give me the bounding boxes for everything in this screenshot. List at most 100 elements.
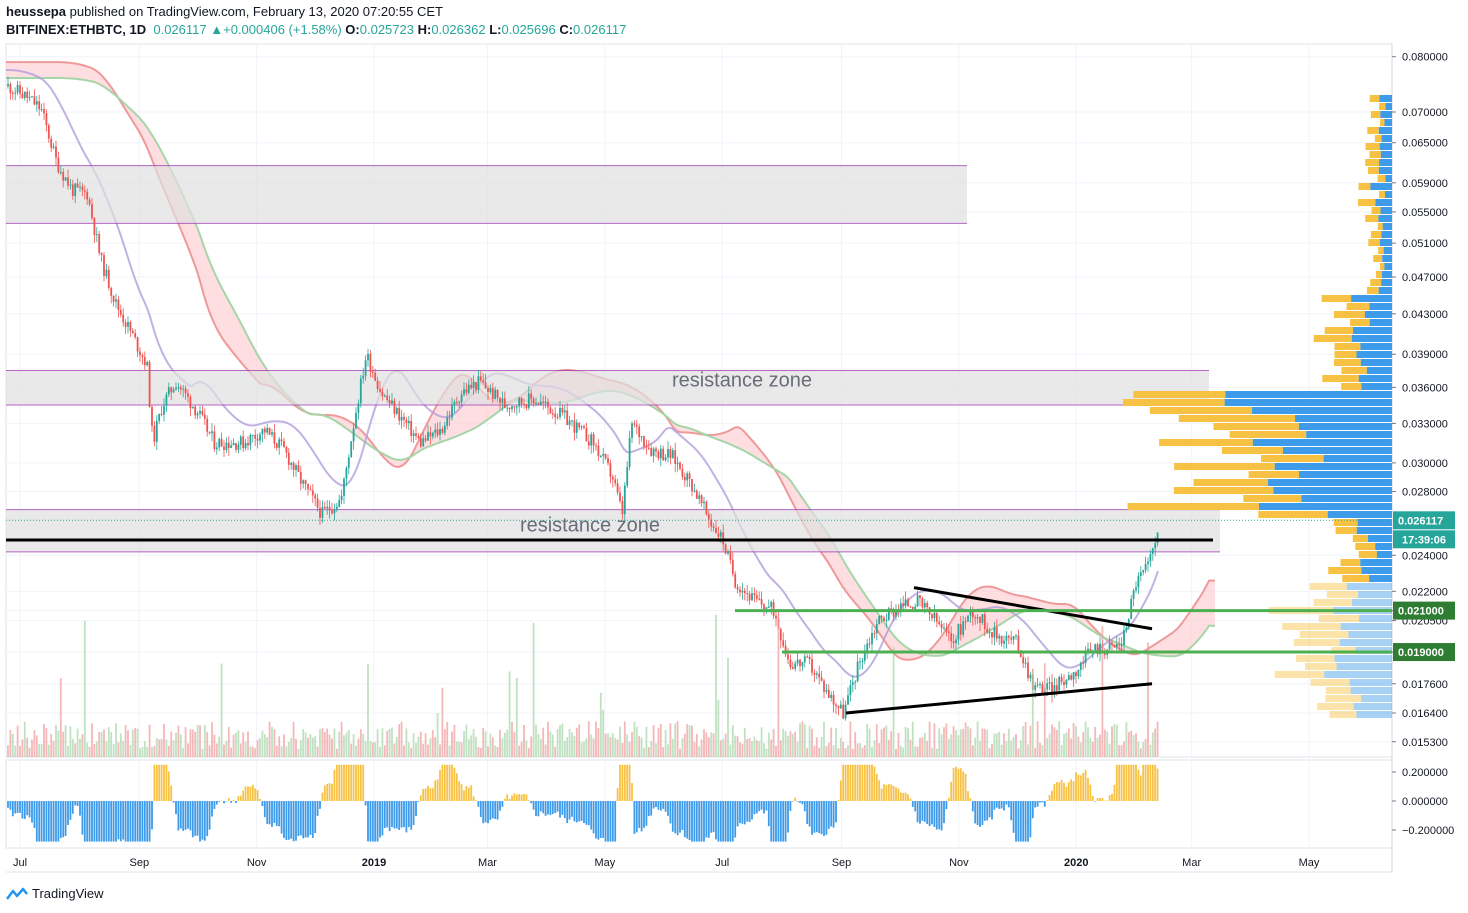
oscillator-bar xyxy=(950,781,953,801)
volume-bar xyxy=(1075,726,1077,757)
volume-profile-buy-bar xyxy=(1367,127,1379,134)
oscillator-bar xyxy=(453,767,456,801)
candle-body xyxy=(151,406,153,426)
volume-profile-sell-bar xyxy=(1356,527,1392,534)
oscillator-bar xyxy=(904,792,907,801)
volume-bar xyxy=(1077,736,1080,757)
candle-body xyxy=(1108,643,1111,650)
oscillator-bar xyxy=(71,801,74,814)
volume-profile-sell-bar xyxy=(1358,375,1392,382)
candle-body xyxy=(818,673,821,678)
volume-profile-buy-bar xyxy=(1321,295,1352,302)
time-tick-label: Jul xyxy=(715,857,729,869)
candle-body xyxy=(249,435,252,446)
volume-bar xyxy=(225,740,228,757)
candle-body xyxy=(532,398,535,404)
last-price-badge xyxy=(1393,511,1455,530)
volume-bar xyxy=(863,745,866,757)
oscillator-bar xyxy=(883,784,885,801)
volume-bar xyxy=(367,664,369,757)
volume-profile-buy-bar xyxy=(1377,175,1386,182)
oscillator-bar xyxy=(1084,769,1087,801)
oscillator-bar xyxy=(321,792,324,801)
oscillator-bar xyxy=(203,801,206,841)
candle-body xyxy=(717,533,720,537)
oscillator-bar xyxy=(763,801,765,814)
candle-body xyxy=(297,465,300,472)
candle-body xyxy=(621,500,624,515)
volume-bar xyxy=(1142,742,1145,757)
candle-body xyxy=(746,593,749,595)
candle-body xyxy=(604,453,607,459)
oscillator-bar xyxy=(280,801,283,834)
candle-body xyxy=(237,444,240,450)
volume-bar xyxy=(705,732,708,757)
candle-body xyxy=(79,186,81,188)
candle-body xyxy=(187,393,189,397)
candle-body xyxy=(710,519,713,527)
oscillator-bar xyxy=(9,801,12,810)
volume-bar xyxy=(592,738,595,757)
volume-bar xyxy=(767,732,770,757)
volume-bar xyxy=(537,734,540,757)
oscillator-bar xyxy=(446,764,449,801)
candle-body xyxy=(91,203,93,218)
volume-bar xyxy=(515,677,518,757)
candle-body xyxy=(638,426,641,438)
oscillator-bar xyxy=(513,793,516,801)
volume-profile-buy-bar xyxy=(1318,615,1360,622)
candle-body xyxy=(971,610,974,618)
time-tick-label: May xyxy=(594,857,615,869)
volume-profile-buy-bar xyxy=(1365,159,1380,166)
oscillator-bar xyxy=(688,801,691,841)
candle-body xyxy=(607,458,609,464)
candle-body xyxy=(1017,635,1020,651)
candle-body xyxy=(206,418,209,432)
volume-bar xyxy=(323,731,326,757)
volume-bar xyxy=(991,744,993,757)
volume-bar xyxy=(1029,725,1032,757)
candle-body xyxy=(407,420,410,424)
volume-bar xyxy=(638,736,641,757)
oscillator-bar xyxy=(431,788,434,801)
candle-body xyxy=(979,617,981,623)
volume-bar xyxy=(475,736,477,757)
volume-bar xyxy=(453,724,456,757)
volume-bar xyxy=(707,737,710,757)
candle-body xyxy=(873,632,876,634)
oscillator-bar xyxy=(575,801,578,823)
volume-profile-buy-bar xyxy=(1373,255,1383,262)
oscillator-bar xyxy=(295,801,297,841)
candle-body xyxy=(755,595,758,599)
volume-profile-sell-bar xyxy=(1361,695,1392,702)
volume-profile-buy-bar xyxy=(1159,439,1253,446)
oscillator-bar xyxy=(297,801,300,837)
volume-bar xyxy=(403,745,405,757)
candle-body xyxy=(1147,561,1149,564)
volume-bar xyxy=(153,745,156,757)
volume-profile-sell-bar xyxy=(1385,103,1392,110)
volume-bar xyxy=(316,746,319,757)
oscillator-bar xyxy=(655,801,657,808)
oscillator-bar xyxy=(391,801,393,828)
volume-bar xyxy=(237,730,240,757)
candle-body xyxy=(242,436,245,449)
volume-profile-sell-bar xyxy=(1339,639,1392,646)
volume-bar xyxy=(959,729,962,757)
oscillator-bar xyxy=(19,801,21,813)
oscillator-bar xyxy=(7,801,9,808)
volume-bar xyxy=(191,729,194,757)
candle-body xyxy=(230,445,233,449)
candle-body xyxy=(410,420,413,436)
oscillator-bar xyxy=(1051,790,1053,801)
volume-profile-buy-bar xyxy=(1331,647,1356,654)
volume-bar xyxy=(1111,726,1113,757)
oscillator-bar xyxy=(779,801,782,842)
oscillator-bar xyxy=(686,801,689,839)
candle-body xyxy=(11,93,14,95)
volume-bar xyxy=(880,729,883,757)
volume-bar xyxy=(659,723,662,757)
candle-body xyxy=(1034,685,1037,690)
volume-bar xyxy=(235,732,237,757)
